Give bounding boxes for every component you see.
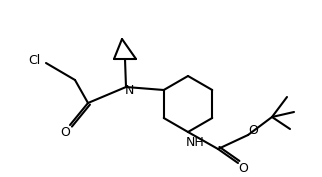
Text: Cl: Cl — [28, 53, 40, 67]
Text: O: O — [248, 124, 258, 136]
Text: N: N — [124, 84, 134, 96]
Text: O: O — [238, 161, 248, 175]
Text: NH: NH — [185, 136, 204, 149]
Text: O: O — [60, 125, 70, 138]
